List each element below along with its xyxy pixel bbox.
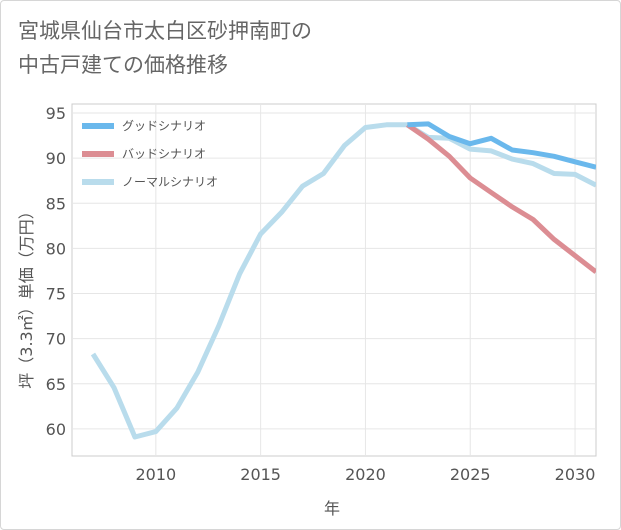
y-tick-label: 95 <box>46 104 66 123</box>
chart-title-line-1: 宮城県仙台市太白区砂押南町の <box>18 19 312 43</box>
x-tick-label: 2020 <box>345 465 386 484</box>
y-tick-label: 65 <box>46 375 66 394</box>
y-tick-label: 75 <box>46 285 66 304</box>
x-tick-label: 2010 <box>135 465 176 484</box>
y-tick-label: 60 <box>46 420 66 439</box>
y-axis-label: 坪（3.3㎡）単価（万円） <box>17 203 36 388</box>
series-lines <box>90 121 596 440</box>
x-tick-label: 2030 <box>555 465 596 484</box>
x-axis-label: 年 <box>324 499 340 518</box>
legend-label: バッドシナリオ <box>122 147 206 161</box>
series-line-2 <box>90 122 596 440</box>
y-tick-label: 70 <box>46 330 66 349</box>
x-tick-labels: 2010 2015 2020 2025 2030 <box>135 465 595 484</box>
legend-label: ノーマルシナリオ <box>122 175 218 189</box>
series-line-0 <box>407 121 596 170</box>
x-tick-label: 2015 <box>240 465 281 484</box>
chart-title-line-2: 中古戸建ての価格推移 <box>18 53 228 77</box>
y-tick-label: 80 <box>46 239 66 258</box>
y-tick-labels: 60 65 70 75 80 85 90 95 <box>46 104 66 439</box>
chart-title: 宮城県仙台市太白区砂押南町の 中古戸建ての価格推移 <box>18 14 312 82</box>
legend-label: グッドシナリオ <box>122 119 206 133</box>
y-tick-label: 90 <box>46 149 66 168</box>
x-tick-label: 2025 <box>450 465 491 484</box>
series-line-1 <box>405 122 596 274</box>
y-tick-label: 85 <box>46 194 66 213</box>
